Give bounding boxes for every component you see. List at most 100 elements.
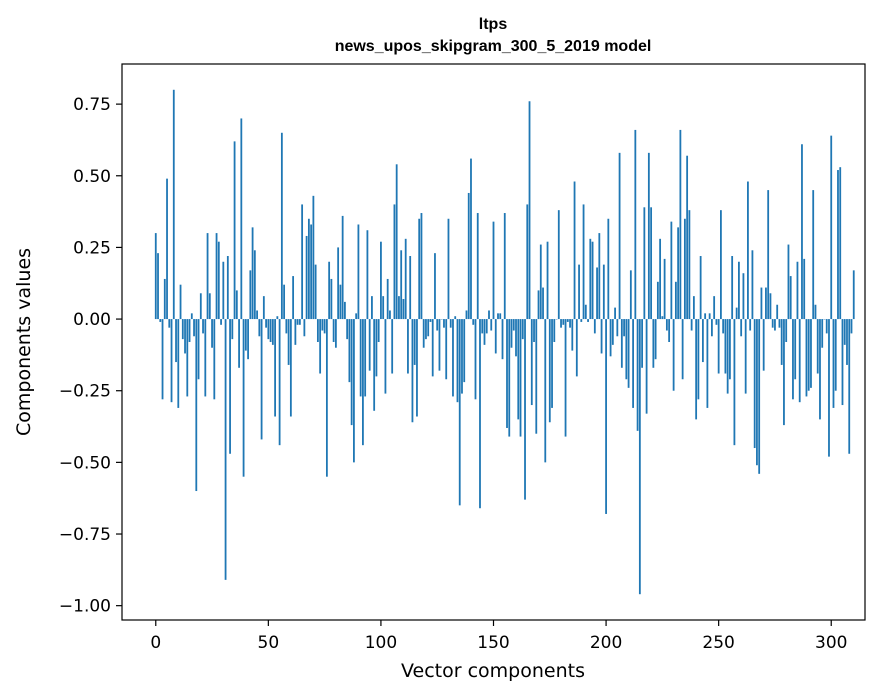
- bar: [244, 319, 247, 351]
- x-tick-label: 250: [702, 633, 734, 653]
- bar: [589, 238, 592, 320]
- bar: [683, 218, 686, 320]
- bar: [508, 319, 511, 437]
- bar: [519, 319, 522, 437]
- y-axis-ticks: −1.00 −0.75 −0.50 −0.25 0.00 0.25 0.50 0.75: [59, 95, 122, 617]
- bar: [798, 319, 801, 403]
- bar: [591, 241, 594, 320]
- bar: [404, 238, 407, 320]
- bar: [852, 270, 855, 320]
- bar: [512, 319, 515, 331]
- bar: [765, 287, 767, 320]
- bar: [303, 319, 306, 337]
- bar: [353, 319, 355, 463]
- bar: [699, 256, 702, 320]
- bar: [810, 319, 812, 388]
- bar: [503, 213, 506, 320]
- bar: [738, 261, 740, 320]
- bar: [307, 218, 310, 320]
- bar: [724, 319, 727, 374]
- bar: [780, 319, 783, 365]
- bar: [490, 319, 493, 331]
- bar: [332, 319, 335, 342]
- bar: [715, 319, 718, 325]
- bar: [623, 319, 625, 337]
- bar: [458, 319, 461, 506]
- bar: [600, 319, 603, 354]
- bar: [510, 319, 513, 348]
- bar: [287, 319, 290, 365]
- bar: [413, 319, 416, 365]
- bar: [722, 319, 725, 334]
- bar: [269, 319, 272, 342]
- bar: [389, 310, 391, 320]
- bar: [267, 319, 270, 340]
- bar: [154, 233, 157, 320]
- bar: [438, 319, 441, 371]
- bar: [251, 227, 254, 320]
- bar: [825, 319, 828, 334]
- bar: [416, 319, 418, 417]
- bar: [188, 319, 191, 342]
- bar: [652, 319, 655, 368]
- bar: [204, 319, 207, 397]
- bar: [492, 221, 495, 320]
- bar: [760, 287, 763, 320]
- bar: [632, 319, 634, 408]
- bar: [834, 319, 837, 391]
- bar: [758, 319, 761, 474]
- bar: [587, 319, 589, 322]
- bar: [656, 281, 659, 320]
- bar: [328, 261, 331, 320]
- bar: [226, 256, 229, 320]
- bar: [393, 204, 396, 320]
- bar: [447, 218, 450, 320]
- bar: [717, 319, 720, 374]
- bar: [274, 319, 276, 417]
- bar: [280, 132, 283, 320]
- bar: [711, 319, 713, 337]
- bar: [530, 319, 533, 406]
- bar: [767, 190, 770, 320]
- bar: [679, 129, 682, 320]
- bar: [382, 296, 385, 320]
- bar: [751, 250, 754, 320]
- bar: [807, 319, 810, 391]
- bar: [362, 319, 364, 446]
- bar: [506, 319, 508, 428]
- bar: [774, 319, 776, 331]
- bar: [647, 152, 650, 320]
- bar: [368, 319, 371, 371]
- bar: [533, 319, 535, 342]
- bar: [819, 319, 821, 420]
- bar: [641, 319, 643, 368]
- bar: [544, 319, 547, 463]
- bar: [602, 264, 605, 320]
- bar: [402, 299, 405, 320]
- bar: [661, 316, 664, 320]
- bar: [409, 256, 412, 320]
- x-axis-ticks: 0 50 100 150 200 250 300: [150, 620, 847, 653]
- bar: [686, 155, 689, 320]
- bar: [197, 319, 200, 380]
- bar: [422, 319, 425, 348]
- bar: [557, 210, 560, 320]
- bar: [445, 319, 448, 380]
- bar: [373, 319, 376, 411]
- bar: [161, 319, 164, 400]
- bar: [213, 319, 216, 400]
- bar: [643, 207, 646, 320]
- bar: [620, 319, 623, 368]
- bar: [427, 319, 430, 337]
- bar: [371, 296, 373, 320]
- bar: [672, 319, 675, 391]
- bar: [199, 293, 202, 320]
- bar: [238, 319, 240, 368]
- bar: [733, 319, 736, 446]
- bar: [301, 204, 304, 320]
- bar: [341, 215, 344, 320]
- bar: [325, 319, 328, 477]
- bar: [483, 319, 486, 345]
- bar: [794, 319, 797, 380]
